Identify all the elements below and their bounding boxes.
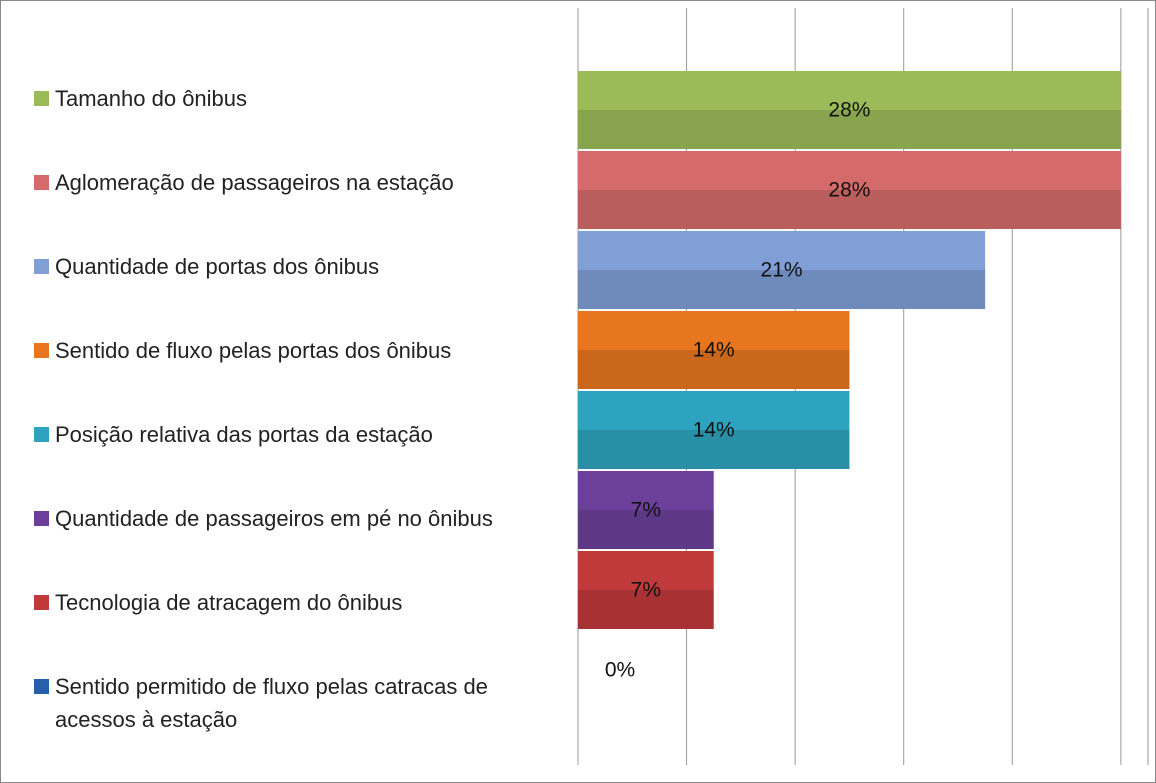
legend-label: Aglomeração de passageiros na estação xyxy=(55,169,454,195)
legend-item: Posição relativa das portas da estação xyxy=(34,418,554,451)
legend-swatch xyxy=(34,174,49,190)
data-label: 28% xyxy=(828,99,870,122)
legend-swatch xyxy=(34,258,49,274)
bar-shade xyxy=(578,270,986,309)
legend-label: Sentido de fluxo pelas portas dos ônibus xyxy=(55,337,452,363)
bar xyxy=(578,471,714,549)
data-label: 7% xyxy=(631,499,661,522)
data-label: 14% xyxy=(693,339,735,362)
data-label: 21% xyxy=(761,259,803,282)
legend-swatch xyxy=(34,594,49,610)
legend-swatch xyxy=(34,426,49,442)
legend-item: Tecnologia de atracagem do ônibus xyxy=(34,586,554,619)
bar-shade xyxy=(578,110,1121,149)
bar xyxy=(578,71,1121,149)
legend-item: Sentido permitido de fluxo pelas catraca… xyxy=(34,670,554,736)
bar-shade xyxy=(578,510,714,549)
data-label: 0% xyxy=(605,659,635,682)
legend-label: Quantidade de portas dos ônibus xyxy=(55,253,380,279)
legend-label: Tecnologia de atracagem do ônibus xyxy=(55,589,403,615)
bar xyxy=(578,231,986,309)
bar xyxy=(578,391,850,469)
legend-label: Quantidade de passageiros em pé no ônibu… xyxy=(55,505,493,531)
legend-item: Quantidade de passageiros em pé no ônibu… xyxy=(34,502,554,535)
bar xyxy=(578,311,850,389)
data-label: 28% xyxy=(828,179,870,202)
legend-item: Tamanho do ônibus xyxy=(34,82,554,115)
legend-swatch xyxy=(34,678,49,694)
bar xyxy=(578,151,1121,229)
legend-item: Aglomeração de passageiros na estação xyxy=(34,166,554,199)
bar-shade xyxy=(578,590,714,629)
bar-shade xyxy=(578,190,1121,229)
legend-label: Posição relativa das portas da estação xyxy=(55,421,433,447)
legend-swatch xyxy=(34,510,49,526)
bar-shade xyxy=(578,430,850,469)
legend-item: Sentido de fluxo pelas portas dos ônibus xyxy=(34,334,554,367)
data-label: 7% xyxy=(631,579,661,602)
bar xyxy=(578,551,714,629)
legend-swatch xyxy=(34,90,49,106)
legend-label: Tamanho do ônibus xyxy=(55,85,248,111)
data-label: 14% xyxy=(693,419,735,442)
legend-swatch xyxy=(34,342,49,358)
bar-shade xyxy=(578,350,850,389)
legend-item: Quantidade de portas dos ônibus xyxy=(34,250,554,283)
legend-label: Sentido permitido de fluxo pelas catraca… xyxy=(55,673,488,732)
